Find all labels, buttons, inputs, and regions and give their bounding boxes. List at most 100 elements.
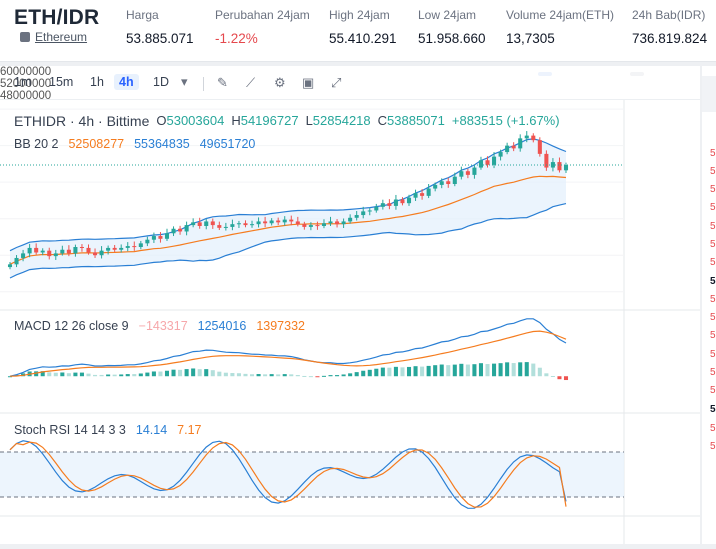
stat-2: High 24jam 55.410.291: [329, 8, 397, 46]
macd-histogram-bar: [531, 363, 536, 377]
candle-body: [119, 247, 124, 250]
stat-label: Low 24jam: [418, 8, 477, 22]
price-tick-label: 60000000: [0, 66, 52, 78]
candle-body: [191, 222, 196, 226]
legend-h-label: H: [231, 113, 241, 128]
orderbook-value: 5: [710, 423, 716, 434]
caret-down-icon[interactable]: ▾: [181, 74, 188, 89]
macd-histogram-bar: [236, 373, 241, 377]
candle-body: [400, 199, 405, 204]
coin-name: Ethereum: [35, 30, 88, 44]
bb-legend-upper: 55364835: [134, 137, 190, 151]
fullscreen-icon[interactable]: ⤢: [331, 75, 342, 90]
macd-histogram-bar: [263, 374, 268, 377]
macd-legend: MACD 12 26 close 9 −143317 1254016 1397332: [14, 319, 305, 333]
macd-histogram-bar: [151, 371, 156, 377]
macd-histogram-bar: [524, 362, 529, 377]
orderbook-value: 5: [710, 349, 716, 360]
macd-legend-label: MACD 12 26 close 9: [14, 319, 129, 333]
candle-body: [223, 226, 228, 228]
timeframe-1h[interactable]: 1h: [90, 75, 104, 89]
candle-body: [178, 228, 183, 232]
macd-histogram-bar: [354, 372, 359, 377]
legend-symbol: ETHIDR · 4h · Bittime: [14, 113, 150, 129]
candle-body: [93, 252, 98, 256]
indicator-icon[interactable]: ⟋: [246, 75, 256, 90]
macd-histogram-bar: [400, 367, 405, 377]
macd-histogram-bar: [420, 366, 425, 377]
macd-histogram-bar: [158, 371, 163, 377]
macd-histogram-bar: [7, 376, 13, 378]
candle-body: [420, 193, 425, 196]
orderbook-value: 5: [710, 385, 716, 396]
trading-view-button[interactable]: [538, 72, 552, 76]
candle-body: [158, 236, 163, 239]
orderbook-value: 5: [710, 184, 716, 195]
orderbook-value: 5: [710, 441, 716, 452]
macd-histogram-bar: [367, 369, 372, 377]
orderbook-value: 5: [710, 404, 716, 415]
candle-body: [485, 160, 490, 165]
candle-body: [315, 225, 320, 227]
macd-histogram-bar: [217, 371, 222, 377]
draw-icon[interactable]: ✎: [217, 75, 228, 90]
candle-body: [34, 247, 39, 253]
macd-histogram-bar: [249, 374, 255, 377]
macd-histogram-bar: [47, 372, 52, 377]
macd-histogram-bar: [406, 366, 412, 377]
macd-histogram-bar: [125, 374, 130, 377]
candle-body: [151, 236, 156, 240]
candle-body: [217, 225, 222, 228]
candle-body: [21, 253, 26, 258]
candle-body: [171, 228, 176, 234]
macd-histogram-bar: [393, 366, 398, 377]
timeframe-15m[interactable]: 15m: [49, 75, 74, 89]
macd-histogram-bar: [361, 370, 366, 377]
orderbook-header-cell: [702, 76, 716, 112]
depth-button[interactable]: [630, 72, 644, 76]
candle-body: [145, 239, 150, 244]
settings-icon[interactable]: ⚙: [274, 75, 286, 90]
macd-histogram-bar: [433, 365, 438, 377]
macd-histogram-bar: [86, 373, 91, 377]
stoch-legend-d: 7.17: [177, 423, 202, 437]
macd-histogram-bar: [439, 364, 444, 377]
legend-o-value: 53003604: [166, 113, 225, 128]
coin-link[interactable]: Ethereum: [20, 30, 87, 44]
macd-histogram-bar: [426, 365, 431, 377]
macd-histogram-bar: [295, 375, 300, 377]
stat-label: High 24jam: [329, 8, 390, 22]
candle-body: [243, 223, 248, 226]
macd-histogram-bar: [472, 364, 477, 377]
macd-histogram-bar: [145, 372, 150, 377]
macd-histogram-bar: [40, 371, 45, 377]
macd-histogram-bar: [230, 373, 235, 377]
stat-value: -1.22%: [215, 31, 258, 46]
stat-label: Volume 24jam(ETH): [506, 8, 615, 22]
macd-histogram-bar: [413, 366, 418, 377]
stoch-legend: Stoch RSI 14 14 3 3 14.14 7.17: [14, 423, 202, 437]
candle-body: [230, 224, 235, 227]
macd-histogram-bar: [446, 365, 451, 377]
macd-histogram-bar: [184, 369, 189, 377]
candle-body: [393, 199, 398, 206]
timeframe-1m[interactable]: 1m: [14, 75, 32, 89]
macd-histogram-bar: [550, 375, 555, 377]
bb-upper-line: [9, 138, 567, 252]
macd-histogram-bar: [197, 369, 202, 377]
candle-body: [289, 219, 294, 222]
candle-body: [498, 152, 503, 157]
macd-histogram-bar: [492, 363, 497, 377]
macd-histogram-bar: [511, 363, 516, 377]
timeframe-4h[interactable]: 4h: [114, 74, 139, 90]
macd-histogram-bar: [66, 373, 71, 377]
candle-body: [354, 215, 359, 218]
candle-body: [132, 246, 137, 248]
price-chart[interactable]: [0, 100, 700, 544]
stat-label: 24h Bab(IDR): [632, 8, 706, 22]
candle-body: [79, 247, 84, 248]
timeframe-1D[interactable]: 1D: [153, 75, 169, 89]
macd-histogram-bar: [459, 363, 464, 377]
market-header: ETH/IDR Ethereum Harga 53.885.071 Perubaha…: [0, 0, 716, 62]
save-icon[interactable]: ▣: [302, 75, 315, 90]
